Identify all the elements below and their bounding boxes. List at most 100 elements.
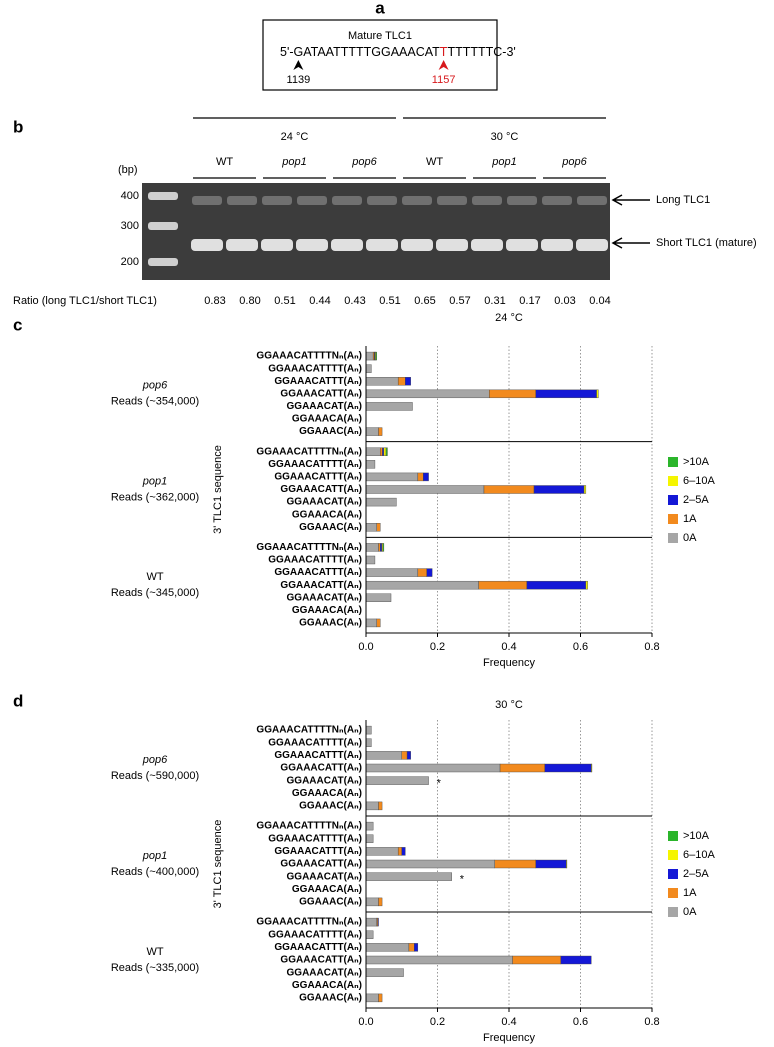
panel-label: b xyxy=(13,117,23,136)
x-tick-label: 0.2 xyxy=(430,641,445,653)
bar-segment xyxy=(583,485,587,494)
bar-segment xyxy=(596,389,599,399)
x-tick-label: 0.8 xyxy=(644,1016,659,1028)
bar-segment xyxy=(365,472,419,482)
bar-segment xyxy=(378,897,383,907)
ratio-label: Ratio (long TLC1/short TLC1) xyxy=(13,295,157,307)
x-tick-label: 0.6 xyxy=(573,1016,588,1028)
bar-segment xyxy=(377,917,379,927)
bar-segment xyxy=(378,801,383,811)
box-title: Mature TLC1 xyxy=(348,30,412,42)
legend-swatch xyxy=(668,888,678,898)
category-label: GGAAACAT(Aₙ) xyxy=(287,871,362,882)
group-name: pop1 xyxy=(142,475,167,487)
gel-band-long xyxy=(262,196,292,205)
bar-segment xyxy=(376,618,381,628)
bar-segment xyxy=(365,351,374,361)
sequence-part: T xyxy=(440,45,448,59)
sample-label: WT xyxy=(426,156,443,168)
gel-band-short xyxy=(541,239,573,251)
group-reads: Reads (~400,000) xyxy=(111,866,199,878)
bar-segment xyxy=(365,897,379,907)
category-label: GGAAACATTTTNₙ(Aₙ) xyxy=(256,725,362,736)
category-label: GGAAACAT(Aₙ) xyxy=(287,967,362,978)
sample-label: pop6 xyxy=(351,156,377,168)
bar-segment xyxy=(417,472,424,482)
bar-segment xyxy=(405,377,411,386)
gel-band-short xyxy=(331,239,363,251)
category-label: GGAAACAT(Aₙ) xyxy=(287,401,362,412)
legend-label: 6–10A xyxy=(683,475,715,487)
ratio-value: 0.51 xyxy=(274,295,295,307)
bar-segment xyxy=(365,427,379,436)
ratio-value: 0.51 xyxy=(379,295,400,307)
bar-segment xyxy=(380,447,383,456)
bar-segment xyxy=(365,618,377,628)
bar-segment xyxy=(423,472,429,482)
bar-segment xyxy=(376,523,381,532)
bar-segment xyxy=(382,447,385,456)
bar-segment xyxy=(426,568,433,577)
category-label: GGAAACATTTTNₙ(Aₙ) xyxy=(256,917,362,928)
bar-segment xyxy=(478,580,528,590)
group-reads: Reads (~335,000) xyxy=(111,962,199,974)
sample-label: pop1 xyxy=(491,156,516,168)
bar-segment xyxy=(365,834,374,843)
ratio-value: 0.03 xyxy=(554,295,575,307)
bar-segment xyxy=(365,389,490,399)
category-label: GGAAACATTTTNₙ(Aₙ) xyxy=(256,351,362,362)
bar-segment xyxy=(483,485,535,494)
category-label: GGAAACA(Aₙ) xyxy=(292,414,362,425)
sample-label: pop6 xyxy=(561,156,587,168)
gel-band-short xyxy=(191,239,223,251)
arrowhead-black xyxy=(293,60,304,70)
legend-swatch xyxy=(668,869,678,879)
bar-segment xyxy=(365,725,372,735)
bar-segment xyxy=(385,447,388,456)
bar-segment xyxy=(533,485,585,494)
sequence: 5'-GATAATTTTTGGAAACATTTTTTTTC-3' xyxy=(280,45,516,59)
category-label: GGAAACAT(Aₙ) xyxy=(287,592,362,603)
bar-segment xyxy=(365,955,513,965)
gel-band-short xyxy=(296,239,328,251)
sample-label: WT xyxy=(216,156,233,168)
annotation: * xyxy=(460,874,465,886)
arrowhead-red xyxy=(438,60,449,70)
sequence-part: TTTTTTC-3' xyxy=(447,45,515,59)
bar-segment xyxy=(365,364,372,373)
group-reads: Reads (~345,000) xyxy=(111,587,199,599)
ratio-value: 0.04 xyxy=(589,295,610,307)
ladder-label: 300 xyxy=(121,220,139,232)
bar-segment xyxy=(566,859,568,869)
bar-segment xyxy=(494,859,537,869)
legend-label: 0A xyxy=(683,532,697,544)
category-label: GGAAACATT(Aₙ) xyxy=(280,484,362,495)
bar-segment xyxy=(526,580,587,590)
bar-segment xyxy=(365,993,379,1003)
bar-segment xyxy=(365,568,419,577)
legend-label: 2–5A xyxy=(683,868,709,880)
gel-band-short xyxy=(226,239,258,251)
bar-segment xyxy=(585,580,588,590)
group-name: WT xyxy=(146,571,163,583)
bar-segment xyxy=(417,568,427,577)
legend-swatch xyxy=(668,514,678,524)
legend-swatch xyxy=(668,850,678,860)
bar-segment xyxy=(378,427,383,436)
chart-title: 30 °C xyxy=(495,699,523,711)
bar-segment xyxy=(365,872,453,881)
category-label: GGAAAC(Aₙ) xyxy=(299,993,362,1004)
bar-segment xyxy=(365,859,495,869)
ladder-band xyxy=(148,192,178,200)
legend-label: 6–10A xyxy=(683,849,715,861)
temperature-label: 30 °C xyxy=(491,131,519,143)
bar-segment xyxy=(365,968,404,977)
ladder-band xyxy=(148,258,178,266)
bar-segment xyxy=(401,751,408,760)
bar-segment xyxy=(365,593,392,602)
group-name: WT xyxy=(146,946,163,958)
category-label: GGAAACATTTTNₙ(Aₙ) xyxy=(256,446,362,457)
x-tick-label: 0.4 xyxy=(501,641,516,653)
bar-segment xyxy=(365,580,479,590)
temperature-label: 24 °C xyxy=(281,131,309,143)
